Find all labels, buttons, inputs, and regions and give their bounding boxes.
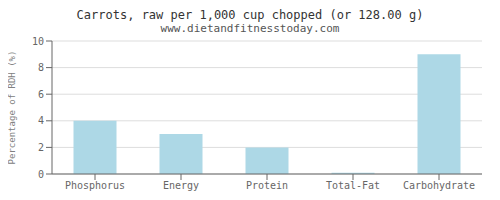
svg-text:4: 4 — [38, 115, 44, 126]
svg-text:Percentage of RDH (%): Percentage of RDH (%) — [8, 51, 17, 165]
svg-text:Protein: Protein — [246, 180, 288, 191]
svg-text:Carbohydrate: Carbohydrate — [403, 180, 475, 191]
svg-text:10: 10 — [32, 36, 44, 47]
html-text:Carrots, raw per 1,000 cup cho: Carrots, raw per 1,000 cup chopped (or 1… — [76, 8, 424, 22]
html-text:www.dietandfitnesstoday.com: www.dietandfitnesstoday.com — [160, 22, 340, 35]
svg-text:Energy: Energy — [163, 180, 199, 191]
svg-text:6: 6 — [38, 89, 44, 100]
svg-text:Total-Fat: Total-Fat — [326, 180, 380, 191]
svg-text:8: 8 — [38, 62, 44, 73]
svg-text:Phosphorus: Phosphorus — [65, 180, 125, 191]
svg-text:2: 2 — [38, 142, 44, 153]
svg-text:0: 0 — [38, 169, 44, 180]
